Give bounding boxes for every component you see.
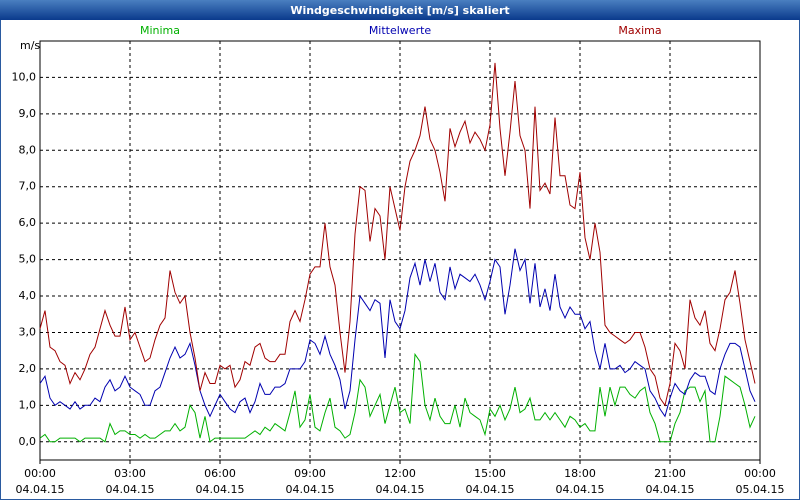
- x-tick-date: 04.04.15: [196, 483, 245, 496]
- x-tick-date: 04.04.15: [376, 483, 425, 496]
- x-tick-label: 12:00: [384, 467, 416, 480]
- chart-title: Windgeschwindigkeit [m/s] skaliert: [290, 4, 509, 17]
- x-tick-date: 04.04.15: [466, 483, 515, 496]
- x-tick-date: 04.04.15: [286, 483, 335, 496]
- x-tick-date: 04.04.15: [556, 483, 605, 496]
- title-bar: [0, 0, 800, 20]
- x-tick-label: 09:00: [294, 467, 326, 480]
- y-unit: m/s: [20, 39, 40, 52]
- x-tick-label: 00:00: [24, 467, 56, 480]
- y-tick-label: 0,0: [19, 435, 37, 448]
- x-tick-label: 21:00: [654, 467, 686, 480]
- x-tick-label: 06:00: [204, 467, 236, 480]
- y-tick-label: 3,0: [19, 325, 37, 338]
- y-tick-label: 5,0: [19, 253, 37, 266]
- legend-label: Mittelwerte: [369, 24, 432, 37]
- series-line: [39, 62, 756, 407]
- y-tick-label: 4,0: [19, 289, 37, 302]
- x-tick-date: 04.04.15: [646, 483, 695, 496]
- x-tick-label: 15:00: [474, 467, 506, 480]
- y-tick-label: 6,0: [19, 216, 37, 229]
- series-line: [39, 248, 756, 418]
- y-tick-label: 7,0: [19, 180, 37, 193]
- legend-label: Maxima: [618, 24, 661, 37]
- x-tick-date: 04.04.15: [16, 483, 65, 496]
- y-tick-label: 8,0: [19, 143, 37, 156]
- y-tick-label: 9,0: [19, 107, 37, 120]
- series-line: [39, 352, 756, 443]
- y-tick-label: 2,0: [19, 362, 37, 375]
- legend-label: Minima: [140, 24, 180, 37]
- x-tick-label: 03:00: [114, 467, 146, 480]
- y-tick-label: 10,0: [12, 70, 37, 83]
- x-tick-date: 04.04.15: [106, 483, 155, 496]
- x-tick-label: 18:00: [564, 467, 596, 480]
- x-tick-label: 00:00: [744, 467, 776, 480]
- x-tick-date: 05.04.15: [736, 483, 785, 496]
- y-tick-label: 1,0: [19, 398, 37, 411]
